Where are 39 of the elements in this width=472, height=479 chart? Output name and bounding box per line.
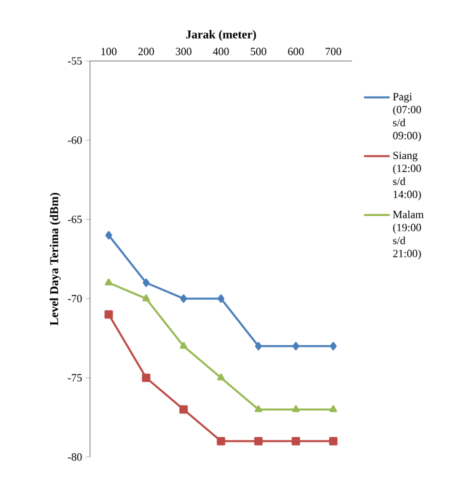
y-tick-label: -65 <box>68 216 82 224</box>
point <box>254 405 262 412</box>
y-axis-title: Level Daya Terima (dBm) <box>50 192 61 326</box>
x-axis-title: Jarak (meter) <box>186 30 256 41</box>
x-tick-label: 600 <box>288 48 304 56</box>
point <box>180 342 188 349</box>
legend-label: Malam (19:00 s/d 21:00) <box>392 210 424 260</box>
x-tick-label: 100 <box>101 48 117 56</box>
point <box>104 278 112 286</box>
point <box>255 342 262 350</box>
x-tick-label: 200 <box>138 48 154 56</box>
y-tick-label: -70 <box>68 294 82 302</box>
point <box>218 294 224 303</box>
x-tick-label: 400 <box>212 48 229 56</box>
point <box>330 342 337 350</box>
y-tick-label: -60 <box>68 136 82 144</box>
legend-label: Pagi (07:00 s/d 09:00) <box>392 92 421 142</box>
point <box>330 405 338 412</box>
point <box>292 436 300 446</box>
point <box>142 294 150 302</box>
x-tick-label: 700 <box>326 48 342 56</box>
point <box>179 405 188 414</box>
y-tick-label: -55 <box>68 57 82 65</box>
point <box>180 294 187 303</box>
x-tick-label: 500 <box>250 48 266 56</box>
y-tick-label: -80 <box>68 453 82 461</box>
point <box>292 342 300 350</box>
point <box>216 436 226 446</box>
point <box>142 374 150 382</box>
point <box>105 231 112 240</box>
y-tick-label: -75 <box>68 374 82 382</box>
point <box>254 436 263 446</box>
point <box>217 374 225 380</box>
point <box>292 405 300 412</box>
point <box>142 278 150 287</box>
legend-label: Siang (12:00 s/d 14:00) <box>393 152 421 200</box>
x-tick-label: 300 <box>176 48 192 56</box>
point <box>329 436 338 446</box>
point <box>104 310 113 319</box>
